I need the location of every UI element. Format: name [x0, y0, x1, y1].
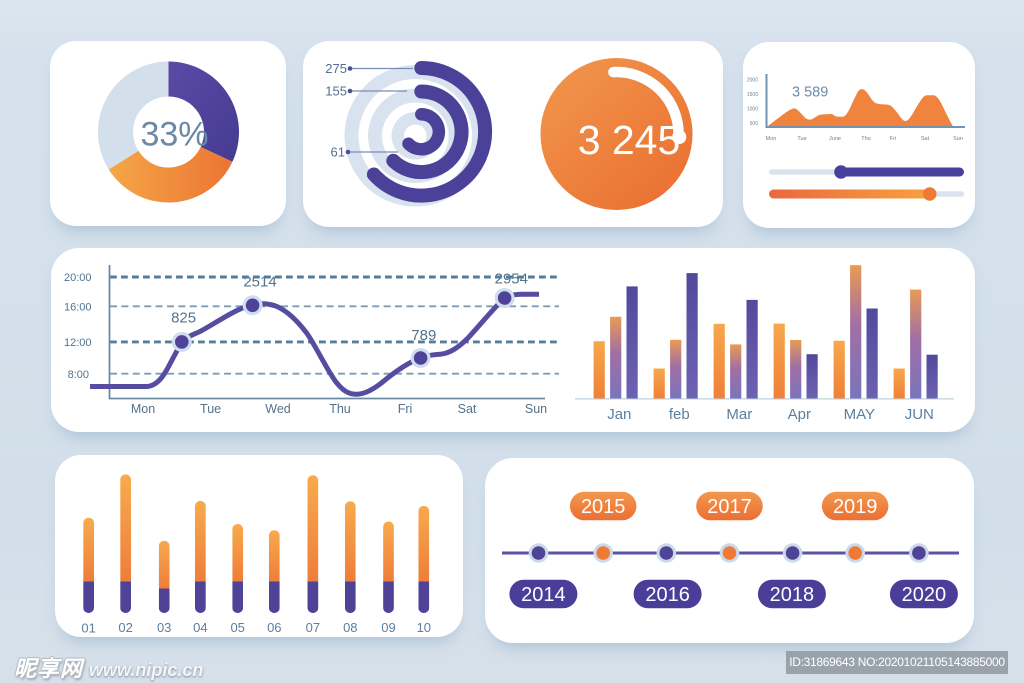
- svg-text:2954: 2954: [495, 270, 528, 287]
- svg-text:20:00: 20:00: [64, 272, 92, 284]
- svg-text:Sat: Sat: [458, 402, 477, 416]
- svg-text:500: 500: [750, 121, 759, 127]
- svg-text:61: 61: [331, 145, 345, 160]
- svg-text:2014: 2014: [521, 584, 566, 606]
- svg-text:3 245: 3 245: [578, 117, 681, 163]
- svg-text:2015: 2015: [581, 496, 626, 518]
- svg-text:Apr: Apr: [788, 406, 811, 423]
- svg-text:2000: 2000: [747, 78, 758, 84]
- svg-text:Tue: Tue: [200, 402, 221, 416]
- svg-text:feb: feb: [669, 406, 690, 423]
- svg-text:05: 05: [230, 620, 244, 635]
- svg-text:8:00: 8:00: [68, 369, 89, 381]
- svg-text:07: 07: [306, 620, 320, 635]
- svg-text:Tue: Tue: [797, 136, 806, 142]
- svg-text:Jan: Jan: [607, 406, 631, 423]
- svg-text:3 589: 3 589: [792, 85, 828, 101]
- svg-text:JUN: JUN: [905, 406, 934, 423]
- svg-text:Thu: Thu: [861, 136, 870, 142]
- svg-text:12:00: 12:00: [64, 337, 92, 349]
- svg-text:Sat: Sat: [921, 136, 930, 142]
- svg-text:2016: 2016: [645, 584, 690, 606]
- svg-text:Fri: Fri: [398, 402, 413, 416]
- svg-text:10: 10: [417, 620, 431, 635]
- svg-text:06: 06: [267, 620, 281, 635]
- svg-text:09: 09: [381, 620, 395, 635]
- svg-text:1000: 1000: [747, 107, 758, 113]
- svg-text:1500: 1500: [747, 92, 758, 98]
- svg-text:2019: 2019: [833, 496, 878, 518]
- svg-text:16:00: 16:00: [64, 302, 92, 314]
- svg-text:2020: 2020: [902, 584, 947, 606]
- svg-text:Sun: Sun: [525, 402, 547, 416]
- svg-text:2018: 2018: [770, 584, 815, 606]
- svg-text:June: June: [829, 136, 841, 142]
- svg-text:Wed: Wed: [265, 402, 291, 416]
- svg-text:Fri: Fri: [890, 136, 896, 142]
- svg-text:2017: 2017: [707, 496, 752, 518]
- svg-text:MAY: MAY: [844, 406, 875, 423]
- svg-text:Mar: Mar: [726, 406, 752, 423]
- svg-text:08: 08: [343, 620, 357, 635]
- svg-text:825: 825: [171, 310, 196, 327]
- svg-text:Thu: Thu: [329, 402, 351, 416]
- svg-text:Mon: Mon: [766, 136, 777, 142]
- svg-text:Mon: Mon: [131, 402, 155, 416]
- svg-text:Sun: Sun: [953, 136, 963, 142]
- svg-text:02: 02: [118, 620, 132, 635]
- svg-text:33%: 33%: [140, 116, 208, 154]
- svg-text:01: 01: [81, 621, 95, 636]
- svg-text:04: 04: [193, 620, 207, 635]
- svg-text:155: 155: [325, 84, 347, 99]
- svg-text:275: 275: [325, 61, 347, 76]
- svg-text:789: 789: [411, 327, 436, 344]
- svg-text:03: 03: [157, 620, 171, 635]
